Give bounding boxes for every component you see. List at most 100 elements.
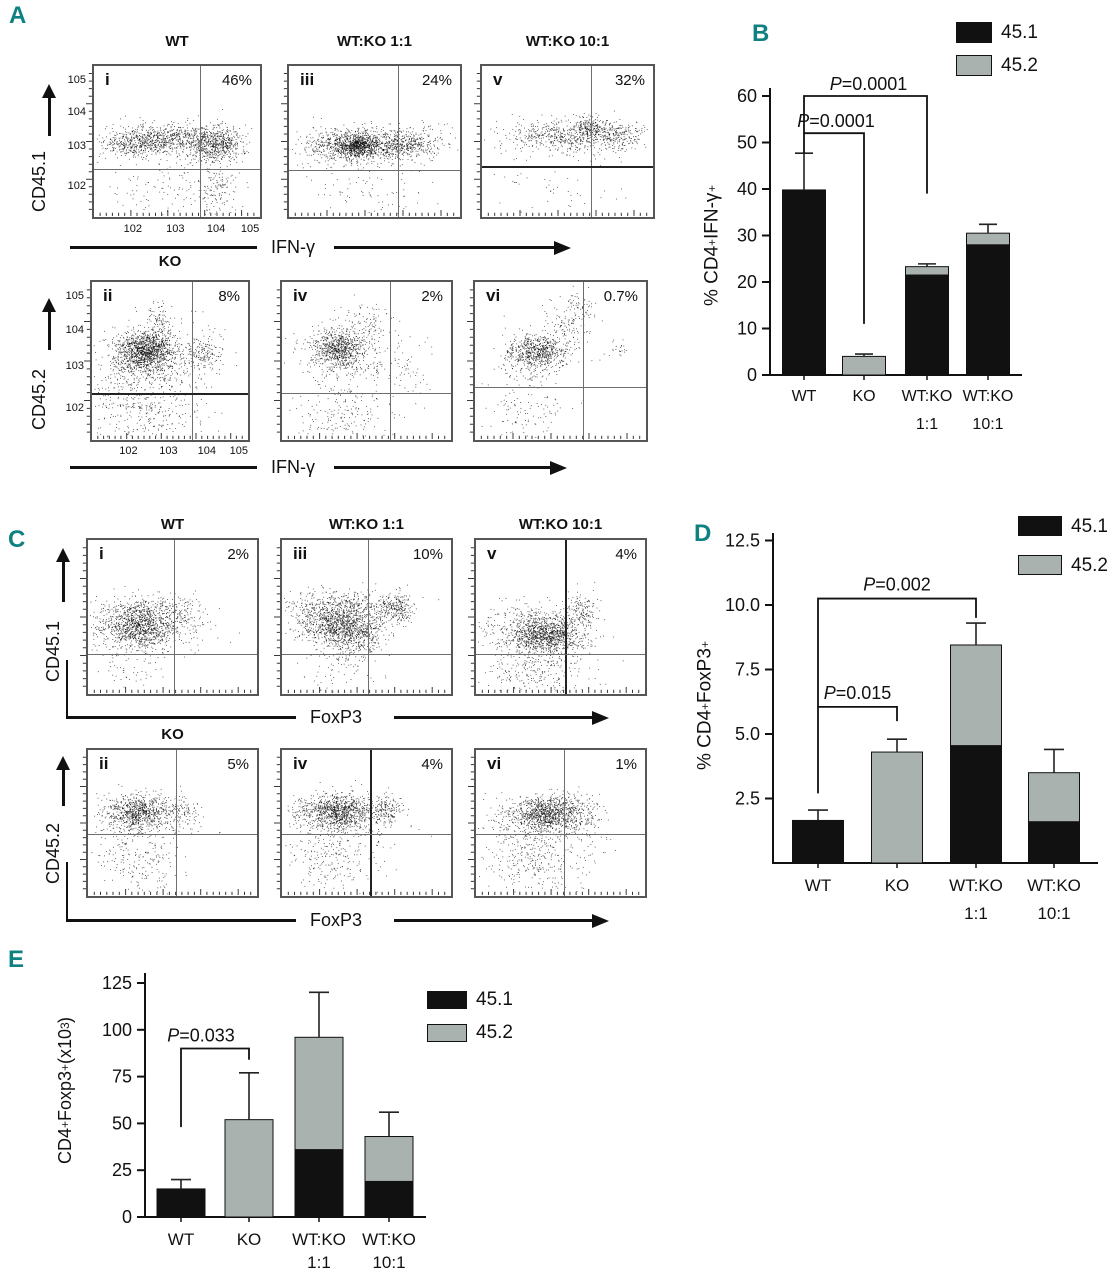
y-axis-tick-label: 25	[112, 1160, 132, 1180]
significance-bracket	[803, 132, 865, 324]
cd45-2-axis-label: CD45.2	[29, 368, 49, 430]
legend-label-45-2: 45.2	[476, 1022, 513, 1043]
bar-45-1-WT	[156, 1188, 206, 1218]
legend-label-45-2: 45.2	[1071, 554, 1108, 576]
significance-bracket	[817, 597, 977, 707]
ifng-axis-line-2	[70, 466, 257, 469]
foxp3-axis-arrow-line	[394, 716, 594, 719]
panel-b-letter: B	[752, 20, 770, 47]
scatter-dots	[476, 540, 645, 694]
quadrant-percentage: 4%	[421, 756, 443, 773]
plot-id-label: ii	[99, 754, 109, 773]
legend-label-45-1: 45.1	[1001, 22, 1038, 43]
quadrant-percentage: 2%	[421, 288, 443, 305]
bar-45-1-WT	[792, 819, 844, 864]
quadrant-percentage: 10%	[412, 546, 443, 563]
scatter-dots	[92, 282, 248, 440]
bar-45-2-KO	[224, 1119, 274, 1218]
flow-plot-C-i: i 2%	[80, 538, 259, 696]
plot-id-label: ii	[103, 286, 113, 305]
flow-title-wt-ko-10-1: WT:KO 10:1	[518, 516, 603, 533]
bar-45-1-WT:KO-1:1	[950, 745, 1002, 864]
quadrant-percentage: 32%	[614, 72, 645, 89]
bar-45-2-KO	[842, 355, 886, 376]
cd45-1-axis-arrow-stem-c	[62, 560, 65, 602]
panel-a-letter: A	[9, 2, 27, 29]
p-value-label: P=0.0001	[797, 111, 875, 131]
x-axis-tick-label: 104	[206, 223, 226, 235]
quadrant-percentage: 24%	[421, 72, 452, 89]
cd45-1-axis-label: CD45.1	[29, 150, 49, 212]
quadrant-vline	[191, 282, 193, 440]
bar-45-2-KO	[871, 751, 923, 864]
quadrant-hline	[289, 170, 460, 172]
legend-row-45-1: 45.1	[1018, 516, 1108, 536]
significance-bracket	[817, 706, 898, 794]
plot-edge-ticks	[80, 756, 252, 895]
scatter-dots	[88, 750, 257, 896]
plot-edge-ticks	[274, 289, 446, 439]
legend-label-45-2: 45.2	[1001, 55, 1038, 76]
cd45-1-axis-arrow-icon	[42, 84, 56, 98]
chart-b-legend: 45.1 45.2	[956, 22, 1038, 76]
quadrant-vline	[369, 750, 372, 896]
flow-title-wt-ko-1-1: WT:KO 1:1	[337, 33, 412, 50]
plot-edge-ticks	[281, 73, 455, 216]
scatter-dots	[282, 540, 451, 694]
quadrant-percentage: 2%	[227, 546, 249, 563]
plot-id-label: vi	[487, 754, 502, 773]
flow-plot-C-iv: iv 4%	[274, 748, 453, 898]
panel-e-letter: E	[8, 946, 25, 973]
quadrant-vline	[200, 66, 202, 217]
significance-bracket	[180, 1047, 250, 1128]
flow-plot-A-i: i 46%	[86, 64, 262, 219]
bar-45-2-WT:KO-10:1	[1028, 772, 1080, 823]
category-label-WT:KO-1:1: WT:KO 1:1	[902, 388, 953, 433]
bar-45-1-WT:KO-10:1	[966, 244, 1010, 376]
quadrant-vline	[591, 66, 593, 217]
y-axis-tick-label: 104	[67, 106, 86, 119]
y-axis-tick-label: 30	[737, 226, 757, 246]
flow-title-ko: KO	[161, 726, 184, 743]
legend-row-45-2: 45.2	[427, 1023, 513, 1042]
flow-plot-C-iii: iii 10%	[274, 538, 453, 696]
plot-edge-ticks	[84, 289, 243, 439]
cd45-2-axis-arrow-stem	[48, 310, 51, 350]
bar-45-1-WT:KO-10:1	[1028, 821, 1080, 864]
flow-title-ko: KO	[158, 253, 182, 270]
plot-edge-ticks	[86, 73, 255, 216]
plot-edge-ticks	[467, 289, 641, 439]
legend-swatch-45-2	[1018, 555, 1062, 575]
category-label-WT:KO-10:1: WT:KO 10:1	[362, 1230, 416, 1272]
bar-45-1-WT:KO-1:1	[294, 1149, 344, 1218]
quadrant-vline	[368, 540, 370, 694]
p-value-label: P=0.033	[167, 1026, 235, 1046]
plot-id-label: v	[493, 70, 503, 89]
plot-edge-ticks	[468, 756, 640, 895]
quadrant-vline	[563, 750, 565, 896]
scatter-dots	[289, 66, 460, 217]
panel-d-letter: D	[694, 520, 712, 547]
quadrant-percentage: 46%	[221, 72, 252, 89]
plot-id-label: iii	[300, 70, 315, 89]
x-axis-tick-label: 105	[229, 445, 248, 457]
y-axis-tick-label: 5.0	[735, 724, 760, 744]
chart-e: 0 25 50 75 100 125 WT KO WT:KO 1:1 WT:KO 10:1 P=0.03…	[102, 973, 426, 1272]
category-label-KO: KO	[852, 388, 875, 405]
y-axis-tick-label: 7.5	[735, 660, 760, 680]
foxp3-axis-arrowhead-icon	[592, 710, 609, 725]
category-label-WT: WT	[792, 388, 817, 405]
quadrant-hline	[475, 387, 646, 389]
quadrant-vline	[175, 750, 177, 896]
legend-swatch-45-1	[1018, 516, 1062, 536]
ifng-axis-arrow-line	[334, 246, 556, 249]
plot-id-label: iv	[293, 286, 308, 305]
bar-45-2-WT:KO-1:1	[950, 644, 1002, 747]
y-axis-tick-label: 0	[122, 1207, 132, 1227]
y-axis-tick-label: 125	[102, 973, 132, 993]
flow-plot-C-vi: vi 1%	[468, 748, 647, 898]
x-axis-tick-label: 103	[166, 223, 185, 235]
significance-bracket	[803, 95, 928, 194]
plot-id-label: vi	[486, 286, 501, 305]
